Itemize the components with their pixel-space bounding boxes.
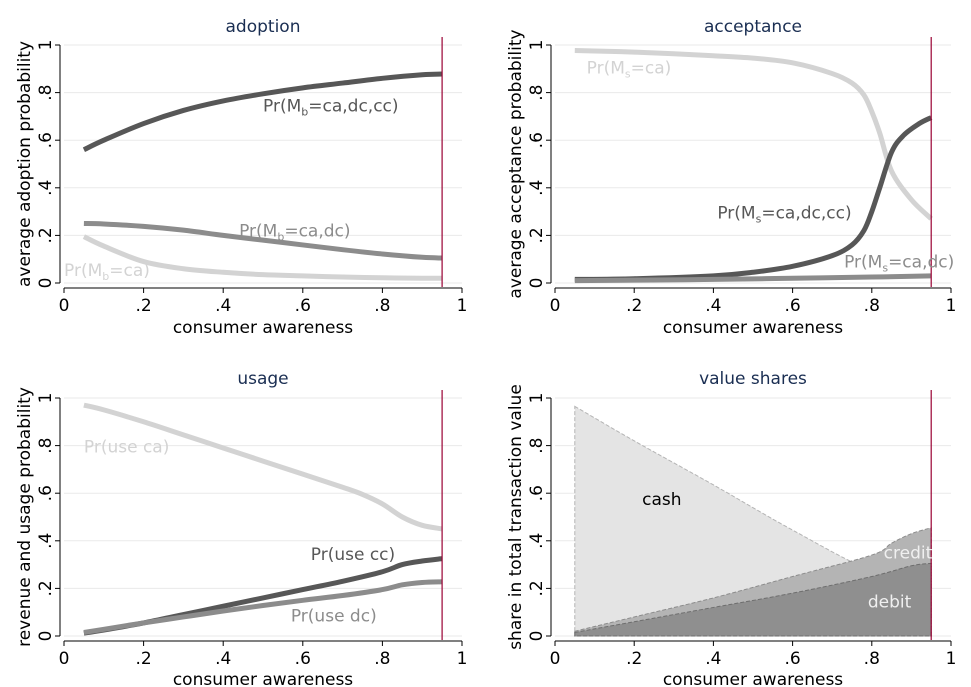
panel-4: cash credit debit 0 .2 .4 .6 .8 1 0 .2 .4 .6 .8 1 value… bbox=[506, 369, 956, 687]
x-tick-label: .2 bbox=[135, 296, 151, 316]
x-tick-label: .6 bbox=[784, 649, 800, 669]
x-tick-label: 0 bbox=[59, 296, 70, 316]
panel-title: acceptance bbox=[704, 17, 802, 37]
x-tick-label: 0 bbox=[550, 296, 561, 316]
x-tick-label: 0 bbox=[550, 649, 561, 669]
series-label-debit: debit bbox=[868, 592, 912, 612]
x-tick-label: .4 bbox=[215, 649, 231, 669]
series-label-credit: credit bbox=[884, 544, 933, 564]
y-tick-label: .8 bbox=[36, 84, 56, 100]
y-tick-label: 1 bbox=[527, 393, 547, 404]
panel-title: value shares bbox=[699, 369, 807, 389]
x-tick-label: 1 bbox=[946, 296, 957, 316]
x-tick-label: .2 bbox=[135, 649, 151, 669]
line-Pr(Ms=ca,dc,cc) bbox=[574, 115, 933, 282]
y-tick-label: .8 bbox=[527, 84, 547, 100]
y-axis-title: average adoption probability bbox=[15, 41, 35, 287]
line-Pr(use dc) bbox=[83, 579, 443, 635]
y-tick-label: .4 bbox=[527, 533, 547, 549]
x-tick-label: .6 bbox=[295, 296, 311, 316]
y-tick-label: .8 bbox=[527, 437, 547, 453]
panel-1: Pr(Mb=ca,dc,cc) Pr(Mb=ca,dc) Pr(Mb=ca) 0 .2.… bbox=[15, 17, 467, 338]
y-tick-label: 1 bbox=[36, 393, 56, 404]
x-axis-title: consumer awareness bbox=[663, 670, 843, 687]
x-tick-label: 0 bbox=[59, 649, 70, 669]
x-tick-label: .4 bbox=[215, 296, 231, 316]
x-tick-label: .4 bbox=[705, 649, 721, 669]
series-label-Pr(Mb=ca): Pr(Mb=ca) bbox=[64, 261, 150, 283]
y-tick-label: 1 bbox=[36, 40, 56, 51]
y-tick-label: 1 bbox=[527, 40, 547, 51]
x-tick-label: .8 bbox=[864, 296, 880, 316]
y-axis-title: average acceptance probability bbox=[506, 29, 526, 298]
y-axis-title: share in total transaction value bbox=[506, 384, 526, 650]
x-tick-label: 1 bbox=[457, 649, 468, 669]
x-axis-title: consumer awareness bbox=[173, 318, 353, 338]
series-label-Pr(use dc): Pr(use dc) bbox=[291, 607, 377, 627]
line-Pr(Mb=ca) bbox=[82, 234, 443, 281]
y-tick-label: .4 bbox=[36, 533, 56, 549]
line-Pr(Mb=ca,dc,cc) bbox=[82, 71, 443, 152]
y-tick-label: 0 bbox=[36, 278, 56, 289]
area-debit bbox=[574, 562, 932, 637]
x-tick-label: .8 bbox=[374, 649, 390, 669]
x-tick-label: .8 bbox=[374, 296, 390, 316]
y-tick-label: .6 bbox=[36, 132, 56, 148]
y-tick-label: .2 bbox=[36, 580, 56, 596]
panel-title: adoption bbox=[226, 17, 301, 37]
series-label-Pr(Ms=ca,dc,cc): Pr(Ms=ca,dc,cc) bbox=[717, 204, 851, 226]
panel-title: usage bbox=[237, 369, 288, 389]
x-tick-label: .8 bbox=[864, 649, 880, 669]
line-Pr(use ca) bbox=[83, 402, 443, 532]
series-label-Pr(Ms=ca,dc): Pr(Ms=ca,dc) bbox=[844, 253, 954, 275]
y-tick-label: .4 bbox=[527, 180, 547, 196]
series-label-cash: cash bbox=[642, 490, 681, 510]
y-axis-title: revenue and usage probability bbox=[15, 387, 35, 647]
series-label-Pr(use ca): Pr(use ca) bbox=[84, 438, 169, 458]
x-tick-label: .6 bbox=[784, 296, 800, 316]
x-tick-label: .6 bbox=[295, 649, 311, 669]
y-tick-label: 0 bbox=[527, 631, 547, 642]
x-tick-label: 1 bbox=[946, 649, 957, 669]
series-label-Pr(use cc): Pr(use cc) bbox=[311, 545, 395, 565]
x-tick-label: .4 bbox=[705, 296, 721, 316]
panel-3: Pr(use ca) Pr(use cc) Pr(use dc) 0 .2 .4 .6 .8 1… bbox=[15, 369, 467, 687]
y-tick-label: .8 bbox=[36, 437, 56, 453]
panel-2: Pr(Ms=ca) Pr(Ms=ca,dc,cc) Pr(Ms=ca,dc) 0 .2.… bbox=[506, 17, 956, 338]
series-label-Pr(Ms=ca): Pr(Ms=ca) bbox=[587, 59, 672, 81]
line-Pr(Ms=ca,dc) bbox=[574, 273, 932, 284]
line-Pr(Mb=ca,dc) bbox=[83, 221, 443, 261]
x-tick-label: 1 bbox=[457, 296, 468, 316]
y-tick-label: .2 bbox=[527, 227, 547, 243]
y-tick-label: .6 bbox=[527, 132, 547, 148]
x-tick-label: .2 bbox=[626, 649, 642, 669]
series-label-Pr(Mb=ca,dc,cc): Pr(Mb=ca,dc,cc) bbox=[263, 97, 399, 119]
y-tick-label: .6 bbox=[36, 485, 56, 501]
x-tick-label: .2 bbox=[626, 296, 642, 316]
series-label-Pr(Mb=ca,dc): Pr(Mb=ca,dc) bbox=[239, 222, 350, 244]
y-tick-label: 0 bbox=[36, 631, 56, 642]
y-tick-label: .2 bbox=[36, 227, 56, 243]
y-tick-label: .4 bbox=[36, 180, 56, 196]
x-axis-title: consumer awareness bbox=[663, 318, 843, 338]
y-tick-label: .2 bbox=[527, 580, 547, 596]
y-tick-label: 0 bbox=[527, 278, 547, 289]
y-tick-label: .6 bbox=[527, 485, 547, 501]
x-axis-title: consumer awareness bbox=[173, 670, 353, 687]
